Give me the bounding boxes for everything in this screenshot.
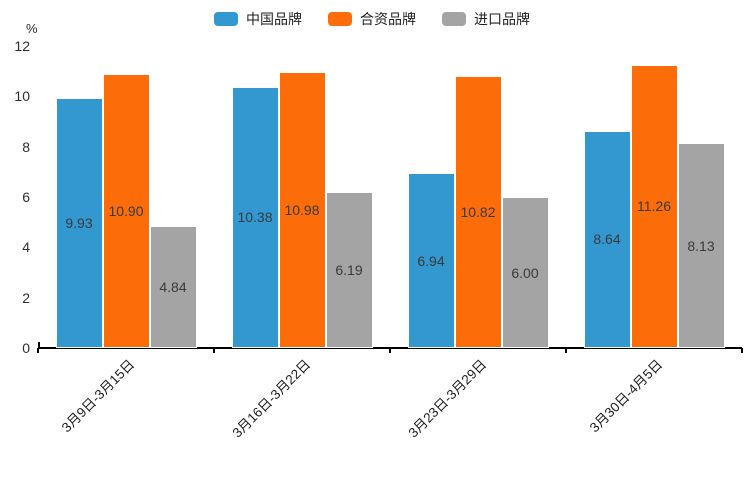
x-axis-tick	[37, 348, 39, 353]
bar-value-label: 10.98	[284, 201, 320, 218]
bar-进口品牌	[325, 192, 373, 348]
y-tick-label: 0	[22, 340, 30, 356]
bar-value-label: 4.84	[159, 279, 187, 296]
bar-进口品牌	[677, 143, 725, 348]
bar-合资品牌	[102, 73, 150, 348]
y-axis-origin-tick	[38, 342, 40, 348]
legend-swatch-icon	[442, 12, 466, 26]
y-tick-label: 6	[22, 189, 30, 205]
bar-value-label: 11.26	[637, 198, 671, 215]
bar-中国品牌	[583, 130, 631, 348]
x-axis-tick	[213, 348, 215, 353]
bar-value-label: 9.93	[65, 215, 93, 232]
bar-中国品牌	[407, 173, 455, 348]
legend-item-合资品牌[interactable]: 合资品牌	[328, 10, 416, 28]
legend-item-label: 合资品牌	[360, 11, 416, 27]
legend: 中国品牌 合资品牌 进口品牌	[0, 10, 744, 28]
legend-item-中国品牌[interactable]: 中国品牌	[214, 10, 302, 28]
bar-合资品牌	[454, 75, 502, 348]
x-axis-tick	[741, 348, 743, 353]
bar-value-label: 6.19	[335, 262, 363, 279]
legend-swatch-icon	[214, 12, 238, 26]
bar-进口品牌	[501, 197, 549, 348]
legend-item-进口品牌[interactable]: 进口品牌	[442, 10, 530, 28]
y-tick-label: 10	[14, 88, 30, 105]
bar-value-label: 6.00	[511, 264, 539, 281]
bar-合资品牌	[630, 64, 678, 348]
bar-value-label: 10.38	[237, 209, 273, 226]
bar-中国品牌	[231, 86, 279, 348]
y-tick-label: 8	[22, 138, 30, 155]
bar-value-label: 8.13	[687, 237, 715, 254]
bar-value-label: 10.82	[460, 203, 496, 220]
x-category-label: 3月30日-4月5日	[586, 356, 666, 436]
bar-value-label: 10.90	[108, 202, 144, 219]
legend-item-label: 中国品牌	[246, 11, 302, 27]
y-axis-unit-label: %	[26, 21, 38, 36]
bar-value-label: 8.64	[593, 231, 621, 248]
legend-item-label: 进口品牌	[474, 11, 530, 27]
x-category-label: 3月16日-3月22日	[229, 356, 314, 441]
y-tick-label: 4	[22, 239, 30, 256]
y-tick-label: 2	[22, 289, 30, 306]
x-category-label: 3月23日-3月29日	[405, 356, 490, 441]
bar-合资品牌	[278, 71, 326, 348]
y-tick-label: 12	[14, 38, 30, 54]
x-category-label: 3月9日-3月15日	[58, 356, 138, 436]
legend-swatch-icon	[328, 12, 352, 26]
bar-中国品牌	[55, 98, 103, 348]
bar-进口品牌	[149, 226, 197, 348]
x-axis-tick	[389, 348, 391, 353]
bar-value-label: 6.94	[417, 252, 445, 269]
x-axis-tick	[565, 348, 567, 353]
